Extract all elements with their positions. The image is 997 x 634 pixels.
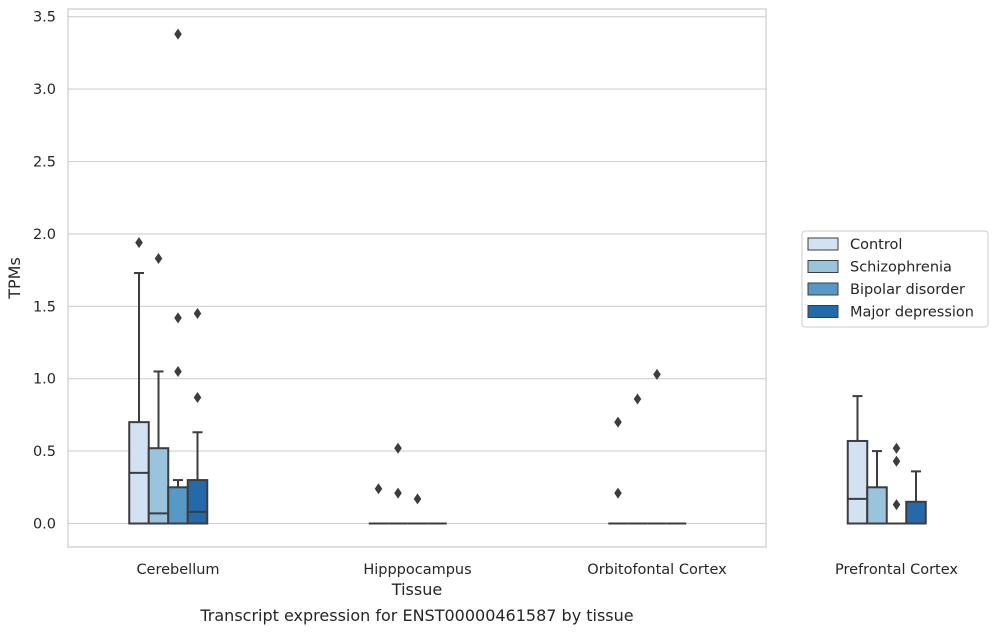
outlier-point: [614, 487, 622, 499]
legend-label: Major depression: [850, 305, 974, 321]
outlier-point: [135, 237, 143, 249]
outlier-point: [394, 487, 402, 499]
legend: Control Schizophrenia Bipolar disorder Majo…: [801, 230, 989, 328]
outlier-point: [174, 28, 182, 40]
outlier-point: [154, 253, 163, 265]
outlier-point: [892, 442, 901, 454]
outlier-point: [614, 416, 622, 428]
legend-frame: [801, 230, 989, 328]
y-tick-label: 0.0: [33, 517, 56, 533]
legend-label: Bipolar disorder: [850, 282, 965, 298]
box-plot-chart: 0.0 0.5 1.0 1.5 2.0 2.5 3.0 3.5 Cerebellum Hippp…: [5, 8, 989, 599]
box: [846, 439, 869, 525]
legend-label: Schizophrenia: [850, 260, 952, 276]
outlier-point: [892, 455, 901, 467]
y-tick-label: 3.0: [33, 82, 56, 98]
box: [866, 486, 888, 525]
y-tick-label: 0.5: [33, 444, 56, 460]
x-tick-label: Hipppocampus: [363, 562, 471, 578]
outlier-point: [374, 483, 383, 495]
box: [147, 447, 170, 525]
x-axis-label: Tissue: [391, 580, 442, 599]
legend-swatch: [807, 260, 839, 273]
outlier-point: [193, 308, 202, 320]
y-axis-label: TPMs: [5, 257, 24, 300]
legend-swatch: [807, 305, 839, 318]
outlier-point: [174, 365, 182, 377]
outlier-point: [413, 493, 422, 505]
x-tick-label: Cerebellum: [136, 562, 219, 578]
outlier-point: [174, 312, 182, 324]
y-tick-label: 3.5: [33, 10, 56, 26]
x-tick-label: Prefrontal Cortex: [835, 562, 958, 578]
box: [167, 486, 189, 525]
outlier-points: [135, 28, 901, 511]
figure-caption: Transcript expression for ENST0000046158…: [200, 606, 634, 625]
y-tick-label: 1.5: [33, 299, 56, 315]
y-tick-label: 2.5: [33, 155, 56, 171]
boxes: [128, 271, 927, 525]
outlier-point: [633, 393, 642, 405]
y-tick-label: 2.0: [33, 227, 56, 243]
outlier-point: [394, 442, 402, 454]
outlier-point: [653, 368, 661, 380]
legend-swatch: [807, 237, 839, 251]
x-tick-labels: Cerebellum Hipppocampus Orbitofontal Corte…: [136, 562, 958, 578]
x-tick-label: Orbitofontal Cortex: [587, 562, 727, 578]
box: [905, 500, 927, 525]
legend-label: Control: [850, 237, 902, 253]
y-tick-label: 1.0: [33, 372, 56, 388]
plot-frame: [67, 8, 767, 548]
legend-swatch: [807, 282, 839, 296]
y-tick-labels: 0.0 0.5 1.0 1.5 2.0 2.5 3.0 3.5: [33, 10, 56, 533]
gridlines: [68, 16, 766, 525]
outlier-point: [193, 392, 202, 404]
outlier-point: [892, 499, 901, 511]
box: [186, 479, 209, 525]
